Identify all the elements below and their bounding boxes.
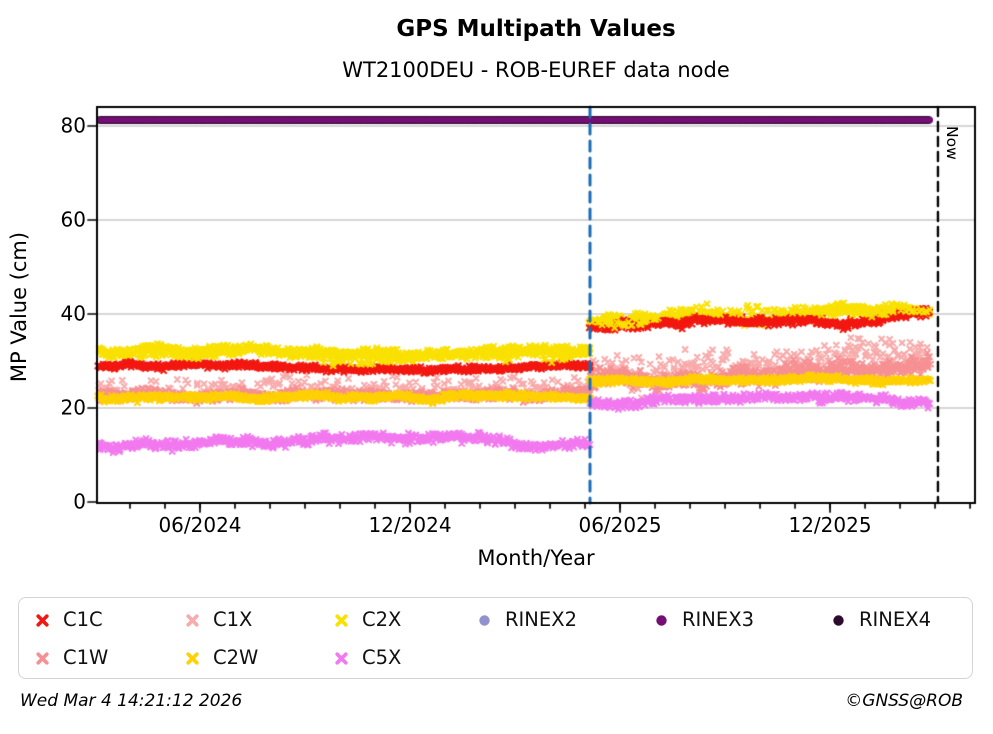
rinex4-dot-marker-icon <box>831 613 846 628</box>
legend-label: RINEX3 <box>682 608 754 632</box>
legend-item-rinex3: RINEX3 <box>654 607 754 633</box>
rinex2-dot-marker-icon <box>477 613 492 628</box>
legend-item-c2w: C2W <box>185 645 258 671</box>
x-tick-label: 12/2024 <box>368 513 452 537</box>
x-tick-label: 12/2025 <box>788 513 872 537</box>
legend-label: C5X <box>362 646 402 670</box>
legend-label: C2X <box>362 608 402 632</box>
y-tick-label: 0 <box>73 489 86 514</box>
plot-timestamp: Wed Mar 4 14:21:12 2026 <box>20 691 243 711</box>
x-tick-label: 06/2024 <box>158 513 242 537</box>
c1c-x-marker-icon <box>35 613 50 628</box>
rinex3-dot-marker-icon <box>654 613 669 628</box>
copyright-credit: ©GNSS@ROB <box>845 691 963 711</box>
legend-item-c1w: C1W <box>35 645 108 671</box>
c2w-x-marker-icon <box>185 651 200 666</box>
legend-label: C1W <box>63 646 109 670</box>
legend: C1C C1X C2X RINEX2 RINEX3 RINEX4 C1W C2W C5X <box>18 597 973 679</box>
legend-item-rinex4: RINEX4 <box>831 607 931 633</box>
y-tick-label: 40 <box>60 301 86 326</box>
legend-item-rinex2: RINEX2 <box>477 607 577 633</box>
x-tick-label: 06/2025 <box>578 513 662 537</box>
legend-item-c1x: C1X <box>185 607 252 633</box>
legend-item-c2x: C2X <box>334 607 401 633</box>
c1w-x-marker-icon <box>35 651 50 666</box>
legend-label: RINEX2 <box>505 608 577 632</box>
legend-item-c5x: C5X <box>334 645 401 671</box>
c2x-x-marker-icon <box>334 613 349 628</box>
legend-item-c1c: C1C <box>35 607 103 633</box>
c1x-x-marker-icon <box>185 613 200 628</box>
c5x-x-marker-icon <box>334 651 349 666</box>
x-axis-label: Month/Year <box>477 546 595 570</box>
y-tick-label: 80 <box>60 113 86 138</box>
legend-label: RINEX4 <box>859 608 931 632</box>
y-tick-label: 60 <box>60 207 86 232</box>
now-line-label: Now <box>943 126 961 160</box>
y-tick-label: 20 <box>60 395 86 420</box>
legend-label: C1X <box>213 608 253 632</box>
mp-scatter-plot-canvas <box>0 0 993 560</box>
legend-label: C2W <box>213 646 259 670</box>
legend-label: C1C <box>63 608 103 632</box>
